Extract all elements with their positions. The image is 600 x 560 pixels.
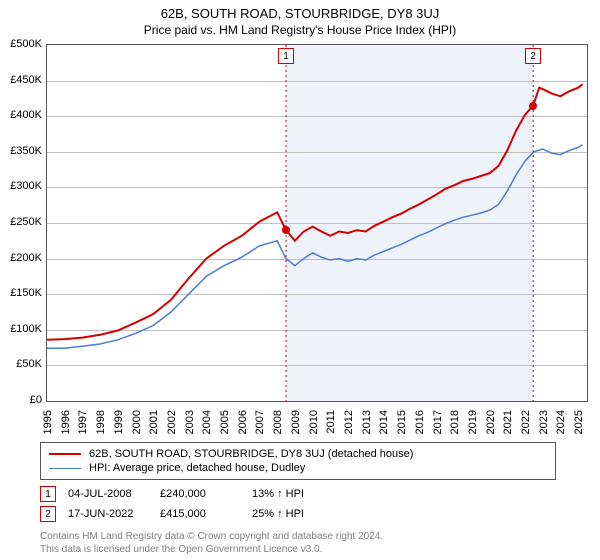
x-axis-label: 2000 (131, 410, 143, 440)
series-hpi (47, 145, 583, 349)
x-axis-label: 2016 (414, 410, 426, 440)
x-axis-label: 2023 (538, 410, 550, 440)
event-marker-2: 2 (525, 48, 541, 64)
x-axis-label: 2018 (449, 410, 461, 440)
event-marker-1: 1 (278, 48, 294, 64)
y-axis-label: £100K (2, 323, 42, 335)
event-marker-icon: 1 (40, 486, 56, 502)
x-axis-label: 2013 (361, 410, 373, 440)
x-axis-label: 2011 (325, 410, 337, 440)
attribution: Contains HM Land Registry data © Crown c… (40, 531, 383, 556)
x-axis-label: 1997 (77, 410, 89, 440)
x-axis-label: 2021 (502, 410, 514, 440)
chart-title: 62B, SOUTH ROAD, STOURBRIDGE, DY8 3UJ (0, 0, 600, 21)
chart-subtitle: Price paid vs. HM Land Registry's House … (0, 21, 600, 41)
y-axis-label: £450K (2, 74, 42, 86)
legend: 62B, SOUTH ROAD, STOURBRIDGE, DY8 3UJ (d… (40, 442, 556, 480)
event-date: 17-JUN-2022 (68, 508, 148, 520)
y-axis-label: £400K (2, 109, 42, 121)
x-axis-label: 1995 (42, 410, 54, 440)
x-axis-label: 2010 (308, 410, 320, 440)
event-delta: 25% ↑ HPI (252, 508, 332, 520)
x-axis-label: 2002 (166, 410, 178, 440)
legend-swatch (49, 453, 81, 455)
y-axis-label: £500K (2, 38, 42, 50)
y-axis-label: £0 (2, 394, 42, 406)
legend-label: HPI: Average price, detached house, Dudl… (89, 462, 305, 474)
x-axis-label: 2003 (184, 410, 196, 440)
x-axis-label: 2024 (555, 410, 567, 440)
series-price_paid (47, 84, 583, 340)
x-axis-label: 2020 (485, 410, 497, 440)
event-price: £240,000 (160, 488, 240, 500)
y-axis-label: £300K (2, 180, 42, 192)
events-table: 1 04-JUL-2008 £240,000 13% ↑ HPI 2 17-JUN-202… (40, 484, 332, 524)
x-axis-label: 2004 (201, 410, 213, 440)
attribution-line1: Contains HM Land Registry data © Crown c… (40, 531, 383, 544)
x-axis-label: 2012 (343, 410, 355, 440)
legend-row: 62B, SOUTH ROAD, STOURBRIDGE, DY8 3UJ (d… (49, 447, 547, 461)
attribution-line2: This data is licensed under the Open Gov… (40, 544, 383, 557)
y-axis-label: £350K (2, 145, 42, 157)
legend-row: HPI: Average price, detached house, Dudl… (49, 461, 547, 475)
x-axis-label: 2007 (254, 410, 266, 440)
y-axis-label: £200K (2, 252, 42, 264)
x-axis-label: 1999 (113, 410, 125, 440)
x-axis-label: 2001 (148, 410, 160, 440)
y-axis-label: £50K (2, 358, 42, 370)
event-row-1: 1 04-JUL-2008 £240,000 13% ↑ HPI (40, 484, 332, 504)
legend-label: 62B, SOUTH ROAD, STOURBRIDGE, DY8 3UJ (d… (89, 448, 413, 460)
legend-swatch (49, 468, 81, 469)
x-axis-label: 1996 (60, 410, 72, 440)
y-axis-label: £250K (2, 216, 42, 228)
x-axis-label: 2006 (237, 410, 249, 440)
x-axis-label: 2008 (272, 410, 284, 440)
x-axis-label: 2025 (573, 410, 585, 440)
x-axis-label: 2017 (432, 410, 444, 440)
x-axis-label: 2014 (378, 410, 390, 440)
x-axis-label: 2005 (219, 410, 231, 440)
event-marker-icon: 2 (40, 506, 56, 522)
x-axis-label: 2022 (520, 410, 532, 440)
event-date: 04-JUL-2008 (68, 488, 148, 500)
x-axis-label: 1998 (95, 410, 107, 440)
chart-plot-area: 12 (46, 44, 588, 402)
x-axis-label: 2009 (290, 410, 302, 440)
sale-dot-2 (529, 102, 537, 110)
event-delta: 13% ↑ HPI (252, 488, 332, 500)
x-axis-label: 2019 (467, 410, 479, 440)
event-row-2: 2 17-JUN-2022 £415,000 25% ↑ HPI (40, 504, 332, 524)
y-axis-label: £150K (2, 287, 42, 299)
chart-lines (47, 45, 587, 401)
sale-dot-1 (282, 226, 290, 234)
event-price: £415,000 (160, 508, 240, 520)
x-axis-label: 2015 (396, 410, 408, 440)
